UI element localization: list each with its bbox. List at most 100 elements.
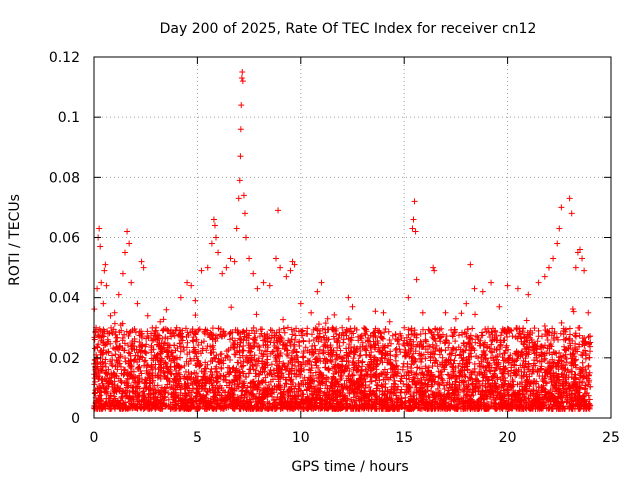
data-point	[199, 345, 206, 352]
data-point	[238, 388, 245, 395]
data-point	[354, 345, 361, 352]
data-point	[391, 404, 398, 411]
data-point	[152, 389, 159, 396]
data-point	[553, 375, 560, 382]
data-point	[560, 365, 567, 372]
data-point	[169, 329, 176, 336]
data-point	[582, 355, 589, 362]
data-point	[241, 329, 248, 336]
data-point	[148, 344, 155, 351]
data-point	[291, 355, 298, 362]
data-point	[353, 346, 360, 353]
data-point	[168, 349, 175, 356]
data-point	[546, 343, 553, 350]
data-point	[436, 351, 443, 358]
data-point	[529, 405, 536, 412]
data-point	[193, 336, 200, 343]
data-point	[157, 375, 164, 382]
data-point	[262, 347, 269, 354]
data-point	[191, 355, 198, 362]
data-point	[569, 405, 576, 412]
data-point	[525, 395, 532, 402]
data-point	[456, 399, 463, 406]
data-point	[322, 320, 329, 327]
data-point	[363, 343, 370, 350]
data-point	[496, 345, 503, 352]
data-point	[491, 345, 498, 352]
data-point	[540, 344, 547, 351]
data-point	[511, 397, 518, 404]
data-point	[95, 375, 102, 382]
data-point	[343, 358, 350, 365]
data-point	[122, 355, 129, 362]
data-point	[264, 342, 271, 349]
data-point	[126, 329, 133, 336]
data-point	[398, 335, 405, 342]
data-point	[331, 335, 338, 342]
data-point	[175, 378, 182, 385]
data-point	[491, 380, 498, 387]
data-point	[178, 397, 185, 404]
data-point	[472, 375, 479, 382]
data-point	[135, 349, 142, 356]
data-point	[344, 397, 351, 404]
data-point	[480, 374, 487, 381]
data-point	[529, 398, 536, 405]
data-point	[122, 358, 129, 365]
data-point	[213, 369, 220, 376]
data-point	[446, 375, 453, 382]
data-point	[192, 350, 199, 357]
data-point	[196, 326, 203, 333]
data-point	[117, 352, 124, 359]
data-point	[278, 370, 285, 377]
data-point	[282, 367, 289, 374]
data-point	[255, 377, 262, 384]
data-point	[346, 341, 353, 348]
data-point	[224, 369, 231, 376]
data-point	[479, 377, 486, 384]
data-point	[185, 360, 192, 367]
data-point	[237, 368, 244, 375]
data-point	[566, 336, 573, 343]
data-point	[348, 334, 355, 341]
data-point	[309, 405, 316, 412]
data-point	[573, 387, 580, 394]
data-point	[365, 337, 372, 344]
data-point	[310, 336, 317, 343]
data-point	[362, 366, 369, 373]
data-point	[250, 405, 257, 412]
data-point	[293, 373, 300, 380]
data-point	[308, 362, 315, 369]
data-point	[586, 354, 593, 361]
data-point	[240, 328, 247, 335]
data-point	[478, 369, 485, 376]
data-point	[270, 401, 277, 408]
data-point	[411, 371, 418, 378]
data-point	[182, 405, 189, 412]
data-point	[295, 392, 302, 399]
data-point	[449, 380, 456, 387]
data-point	[306, 338, 313, 345]
data-point	[303, 404, 310, 411]
data-point	[572, 356, 579, 363]
data-point	[493, 365, 500, 372]
data-point	[204, 361, 211, 368]
data-point	[523, 373, 530, 380]
data-point	[267, 327, 274, 334]
data-point	[528, 404, 535, 411]
data-point	[313, 326, 320, 333]
data-point	[428, 379, 435, 386]
data-point	[275, 345, 282, 352]
data-point	[523, 350, 530, 357]
data-point	[357, 347, 364, 354]
data-point	[555, 362, 562, 369]
data-point	[541, 352, 548, 359]
data-point	[103, 370, 110, 377]
data-point	[346, 389, 353, 396]
data-point	[499, 373, 506, 380]
data-point	[576, 385, 583, 392]
data-point	[273, 396, 280, 403]
data-point	[534, 369, 541, 376]
data-point	[474, 384, 481, 391]
data-point	[336, 343, 343, 350]
